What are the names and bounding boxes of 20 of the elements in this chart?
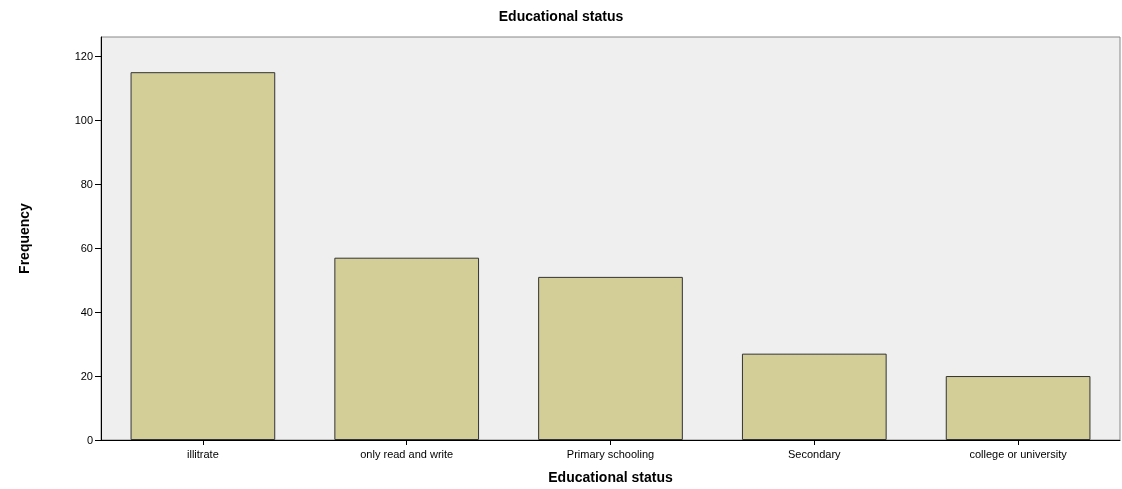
bar: [334, 257, 480, 440]
y-tick-label: 80: [80, 178, 93, 191]
y-axis-title: Frequency: [16, 202, 32, 274]
x-tick-label: Secondary: [788, 447, 842, 460]
y-tick-label: 40: [80, 306, 93, 319]
bar: [741, 353, 887, 440]
bar: [538, 276, 683, 440]
x-tick-label: illitrate: [187, 447, 219, 460]
bar: [945, 376, 1091, 440]
chart-title: Educational status: [498, 8, 624, 24]
x-tick-label: college or university: [969, 447, 1068, 460]
x-tick-label: only read and write: [360, 447, 454, 460]
y-tick-label: 100: [74, 114, 93, 127]
y-tick-label: 120: [74, 50, 93, 63]
y-tick-label: 60: [80, 242, 93, 255]
x-tick-label: Primary schooling: [566, 447, 655, 460]
bar: [130, 72, 276, 440]
y-tick-label: 20: [80, 370, 93, 383]
y-tick-label: 0: [86, 434, 93, 446]
x-axis-title: Educational status: [548, 469, 673, 485]
